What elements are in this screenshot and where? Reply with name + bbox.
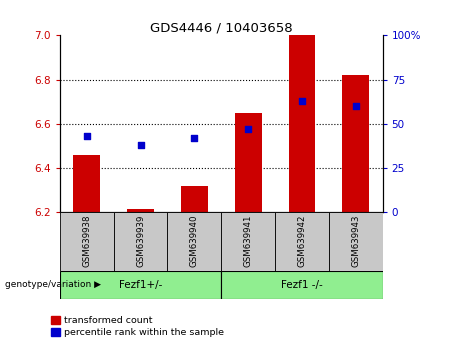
- Title: GDS4446 / 10403658: GDS4446 / 10403658: [150, 21, 293, 34]
- Text: Fezf1 -/-: Fezf1 -/-: [281, 280, 323, 290]
- Text: Fezf1+/-: Fezf1+/-: [119, 280, 162, 290]
- Text: GSM639943: GSM639943: [351, 214, 360, 267]
- Bar: [127, 209, 154, 212]
- Point: [191, 135, 198, 141]
- Text: genotype/variation ▶: genotype/variation ▶: [5, 280, 100, 290]
- Bar: [167, 212, 221, 271]
- Bar: [60, 271, 221, 299]
- Text: GSM639938: GSM639938: [83, 214, 91, 267]
- Text: GSM639939: GSM639939: [136, 214, 145, 267]
- Bar: [221, 271, 383, 299]
- Bar: [114, 212, 167, 271]
- Legend: transformed count, percentile rank within the sample: transformed count, percentile rank withi…: [51, 316, 224, 337]
- Point: [83, 133, 90, 139]
- Bar: [181, 186, 208, 212]
- Bar: [235, 113, 261, 212]
- Point: [137, 142, 144, 148]
- Bar: [221, 212, 275, 271]
- Bar: [329, 212, 383, 271]
- Bar: [289, 35, 315, 212]
- Text: GSM639940: GSM639940: [190, 214, 199, 267]
- Point: [352, 103, 360, 109]
- Text: GSM639941: GSM639941: [244, 214, 253, 267]
- Bar: [275, 212, 329, 271]
- Point: [298, 98, 306, 104]
- Bar: [342, 75, 369, 212]
- Text: GSM639942: GSM639942: [297, 214, 307, 267]
- Bar: [73, 155, 100, 212]
- Point: [244, 126, 252, 132]
- Bar: [60, 212, 114, 271]
